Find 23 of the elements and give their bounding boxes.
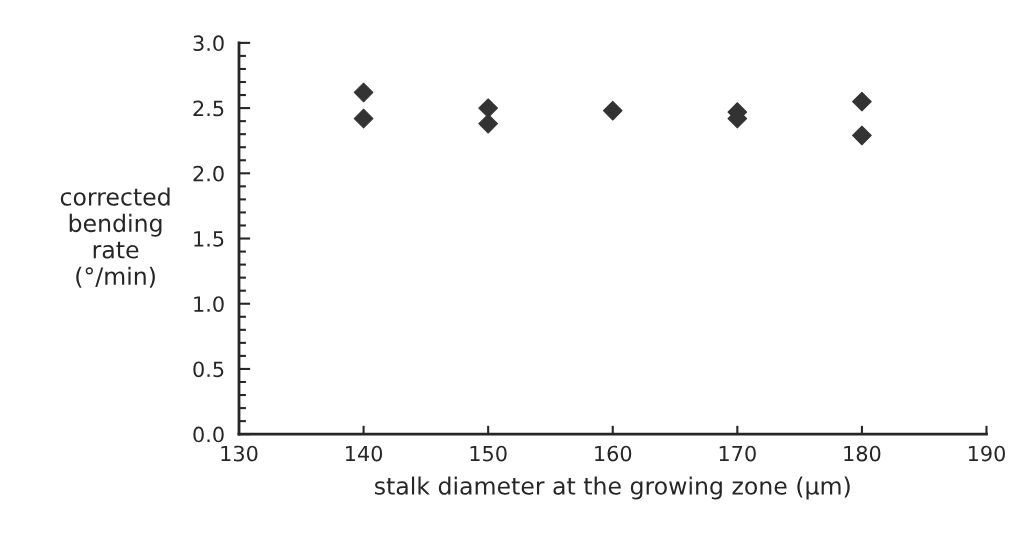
y-tick-label: 2.0 <box>193 165 224 182</box>
x-tick-label: 130 <box>221 445 258 462</box>
x-tick-label: 160 <box>595 445 632 462</box>
point <box>353 108 374 129</box>
point <box>602 100 623 121</box>
point <box>478 113 499 134</box>
point <box>353 82 374 103</box>
x-tick-label: 170 <box>719 445 756 462</box>
y-tick-label: 1.0 <box>194 296 224 312</box>
y-tick-label: 3.0 <box>193 35 224 52</box>
point <box>478 98 499 118</box>
x-tick-label: 140 <box>345 445 383 462</box>
y-tick-label: 0.5 <box>193 361 224 378</box>
point <box>852 91 872 112</box>
x-tick-label: 150 <box>470 445 507 462</box>
x-tick-label: 180 <box>844 445 881 462</box>
y-tick-label: 0.0 <box>193 426 224 443</box>
x-axis-title: stalk diameter at the growing zone (µm) <box>375 476 850 500</box>
y-tick-label: 1.5 <box>194 231 224 247</box>
y-tick-label: 2.5 <box>193 100 224 117</box>
y-axis-title: corrected bending rate (°/min) <box>60 187 170 288</box>
x-tick-label: 190 <box>968 445 1005 462</box>
point <box>852 125 872 146</box>
